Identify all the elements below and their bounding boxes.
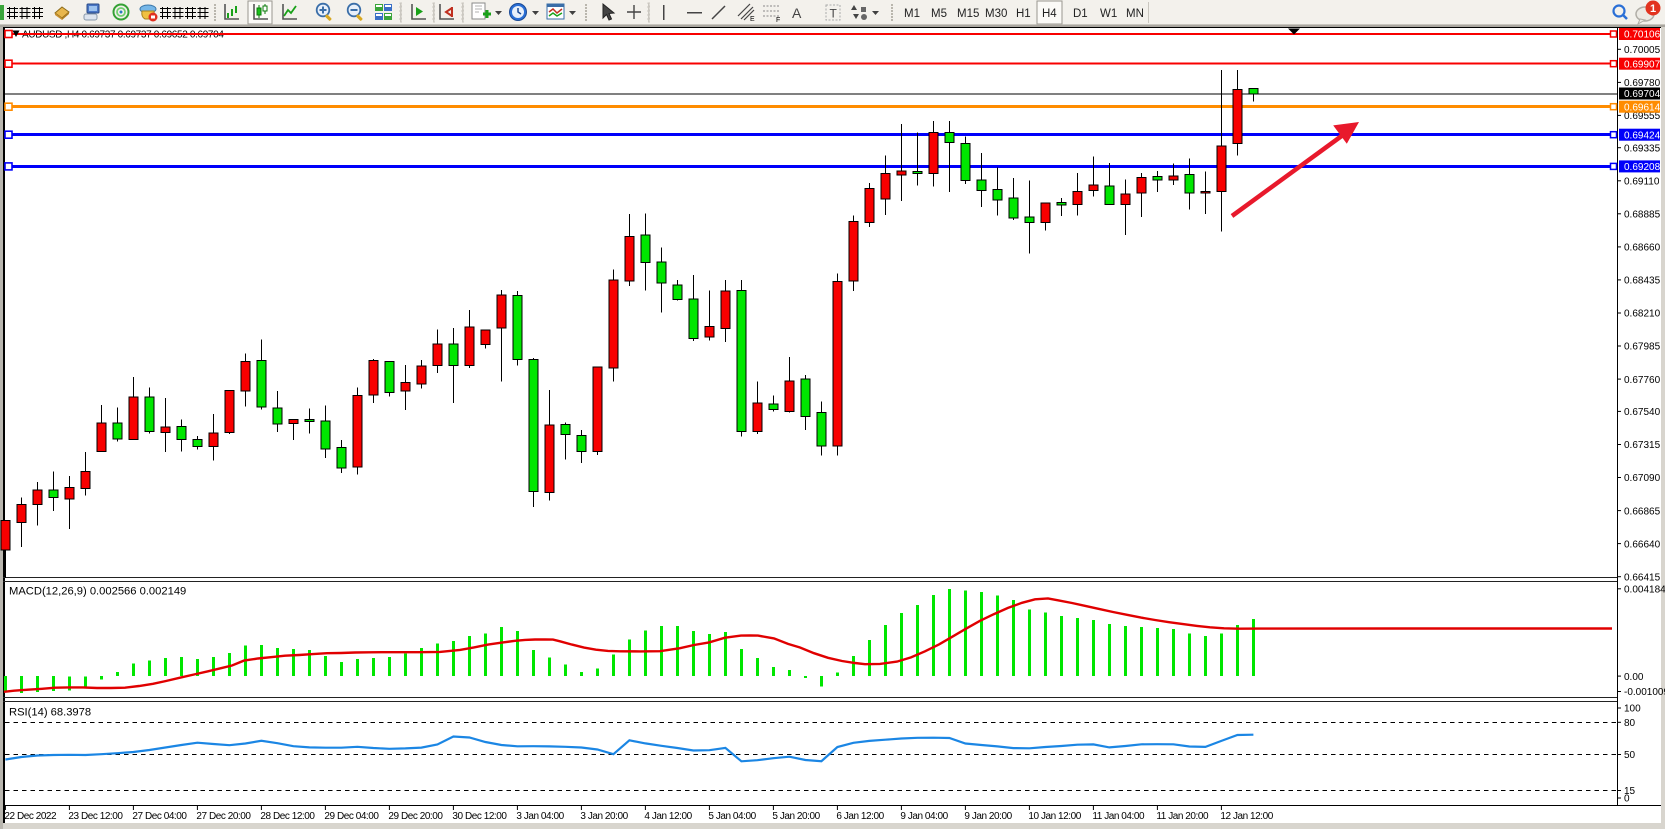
svg-text:MN: MN [1126,8,1144,20]
svg-text:27 Dec 20:00: 27 Dec 20:00 [196,811,251,822]
svg-text:0.66415: 0.66415 [1624,572,1661,583]
svg-text:0.68210: 0.68210 [1624,309,1661,320]
svg-text:12 Jan 12:00: 12 Jan 12:00 [1220,811,1273,822]
svg-text:0.004184: 0.004184 [1624,585,1665,596]
svg-text:28 Dec 12:00: 28 Dec 12:00 [260,811,315,822]
svg-text:0.69704: 0.69704 [1624,89,1661,100]
svg-text:H1: H1 [1016,8,1031,20]
svg-text:-0.001009: -0.001009 [1624,687,1665,698]
svg-text:23 Dec 12:00: 23 Dec 12:00 [68,811,123,822]
svg-text:3 Jan 04:00: 3 Jan 04:00 [516,811,564,822]
svg-text:3 Jan 20:00: 3 Jan 20:00 [580,811,628,822]
svg-text:0.69780: 0.69780 [1624,78,1661,89]
svg-text:0.69907: 0.69907 [1624,59,1661,70]
svg-text:0.00: 0.00 [1624,672,1644,683]
svg-text:0.67315: 0.67315 [1624,440,1661,451]
svg-text:M15: M15 [957,8,979,20]
svg-text:0.69555: 0.69555 [1624,111,1661,122]
svg-text:A: A [792,5,802,21]
svg-text:0.66640: 0.66640 [1624,539,1661,550]
svg-text:0.68435: 0.68435 [1624,276,1661,287]
svg-text:F: F [776,17,780,24]
svg-text:9 Jan 20:00: 9 Jan 20:00 [964,811,1012,822]
svg-text:22 Dec 2022: 22 Dec 2022 [4,811,57,822]
svg-text:50: 50 [1624,750,1636,761]
svg-text:T: T [830,7,838,21]
svg-text:0.66865: 0.66865 [1624,506,1661,517]
svg-text:M1: M1 [904,8,920,20]
svg-text:80: 80 [1624,718,1636,729]
svg-text:0.69424: 0.69424 [1624,130,1661,141]
svg-text:0.67760: 0.67760 [1624,375,1661,386]
svg-text:0.67090: 0.67090 [1624,473,1661,484]
svg-text:RSI(14) 68.3978: RSI(14) 68.3978 [9,707,91,719]
svg-text:6 Jan 12:00: 6 Jan 12:00 [836,811,884,822]
svg-text:MACD(12,26,9) 0.002566 0.00214: MACD(12,26,9) 0.002566 0.002149 [9,586,186,598]
svg-text:29 Dec 04:00: 29 Dec 04:00 [324,811,379,822]
svg-text:H4: H4 [1042,8,1057,20]
svg-text:11 Jan 04:00: 11 Jan 04:00 [1092,811,1145,822]
svg-text:5 Jan 20:00: 5 Jan 20:00 [772,811,820,822]
svg-text:0.69335: 0.69335 [1624,143,1661,154]
svg-text:30 Dec 12:00: 30 Dec 12:00 [452,811,507,822]
svg-text:27 Dec 04:00: 27 Dec 04:00 [132,811,187,822]
svg-text:9 Jan 04:00: 9 Jan 04:00 [900,811,948,822]
svg-text:0.67540: 0.67540 [1624,407,1661,418]
svg-text:0.69110: 0.69110 [1624,177,1660,188]
svg-text:4 Jan 12:00: 4 Jan 12:00 [644,811,692,822]
svg-text:W1: W1 [1100,8,1117,20]
svg-text:0.70005: 0.70005 [1624,45,1661,56]
svg-text:29 Dec 20:00: 29 Dec 20:00 [388,811,443,822]
svg-text:15: 15 [1624,786,1636,797]
svg-text:10 Jan 12:00: 10 Jan 12:00 [1028,811,1081,822]
svg-text:1: 1 [1650,3,1656,15]
svg-text:0.69614: 0.69614 [1624,102,1661,113]
svg-text:0.69208: 0.69208 [1624,162,1661,173]
svg-text:5 Jan 04:00: 5 Jan 04:00 [708,811,756,822]
svg-text:0.68885: 0.68885 [1624,210,1661,221]
svg-text:0.67985: 0.67985 [1624,342,1661,353]
svg-text:M30: M30 [985,8,1007,20]
svg-text:D1: D1 [1073,8,1088,20]
svg-text:0.68660: 0.68660 [1624,243,1661,254]
svg-text:0: 0 [1624,794,1630,805]
svg-text:0.70106: 0.70106 [1624,30,1661,41]
svg-text:E: E [750,16,755,23]
svg-text:11 Jan 20:00: 11 Jan 20:00 [1156,811,1209,822]
svg-text:100: 100 [1624,704,1641,715]
svg-text:M5: M5 [931,8,947,20]
